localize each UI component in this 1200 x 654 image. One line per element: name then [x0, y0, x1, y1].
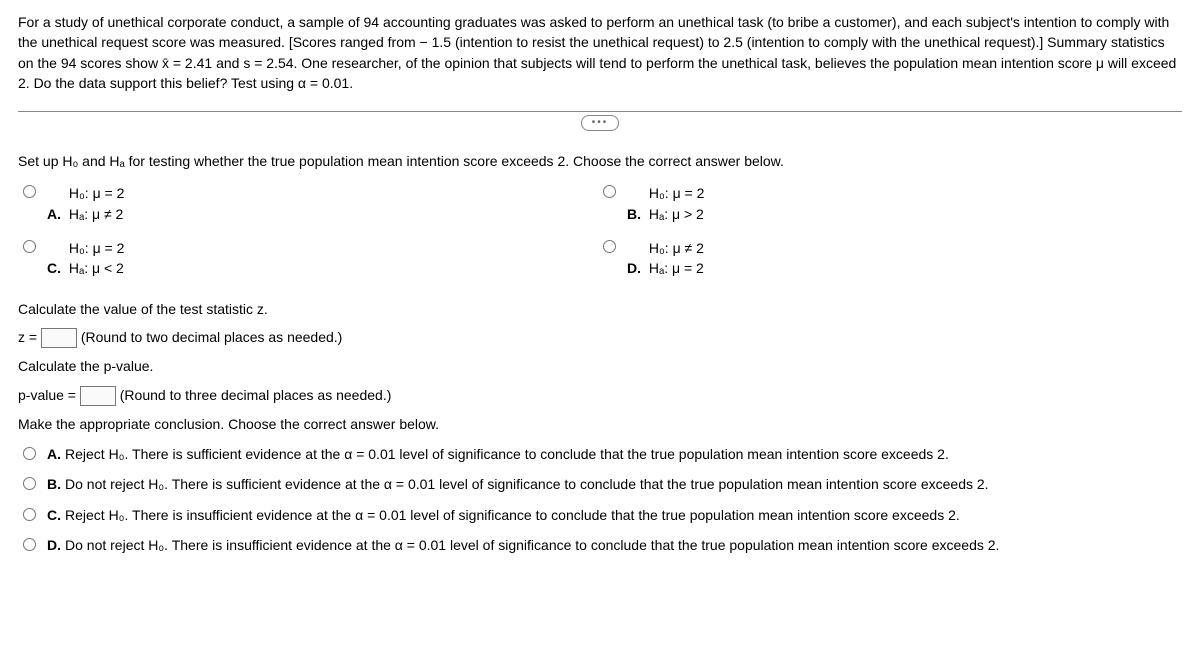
h0-text: H₀: μ = 2: [69, 183, 125, 203]
conclusion-text: Do not reject H₀. There is sufficient ev…: [65, 476, 989, 492]
z-prefix: z =: [18, 329, 37, 345]
hypothesis-choices: A. H₀: μ = 2 Hₐ: μ ≠ 2 B. H₀: μ = 2 Hₐ: …: [18, 183, 1118, 278]
setup-instruction: Set up H₀ and Hₐ for testing whether the…: [18, 151, 1182, 171]
conclusion-text: Do not reject H₀. There is insufficient …: [65, 537, 999, 553]
choice-b[interactable]: B. H₀: μ = 2 Hₐ: μ > 2: [598, 183, 1118, 224]
conclusion-b[interactable]: B.Do not reject H₀. There is sufficient …: [18, 474, 1182, 494]
p-label: Calculate the p-value.: [18, 356, 1182, 376]
p-hint: (Round to three decimal places as needed…: [120, 387, 392, 403]
ha-text: Hₐ: μ > 2: [649, 204, 705, 224]
choice-letter: B.: [47, 476, 61, 492]
radio-concl-b[interactable]: [23, 477, 36, 490]
divider: [18, 111, 1182, 112]
radio-d[interactable]: [603, 240, 616, 253]
z-input[interactable]: [41, 328, 77, 348]
h0-text: H₀: μ = 2: [69, 238, 125, 258]
choice-c[interactable]: C. H₀: μ = 2 Hₐ: μ < 2: [18, 238, 538, 279]
ha-text: Hₐ: μ ≠ 2: [69, 204, 125, 224]
z-label: Calculate the value of the test statisti…: [18, 299, 1182, 319]
radio-concl-c[interactable]: [23, 508, 36, 521]
ha-text: Hₐ: μ = 2: [649, 258, 704, 278]
conclusion-a[interactable]: A.Reject H₀. There is sufficient evidenc…: [18, 444, 1182, 464]
choice-letter: A.: [47, 206, 61, 222]
conclusion-text: Reject H₀. There is insufficient evidenc…: [65, 507, 960, 523]
ellipsis-icon[interactable]: •••: [581, 115, 620, 131]
choice-letter: B.: [627, 206, 641, 222]
p-prefix: p-value =: [18, 387, 76, 403]
problem-statement: For a study of unethical corporate condu…: [18, 12, 1182, 93]
choice-letter: C.: [47, 260, 61, 276]
radio-a[interactable]: [23, 185, 36, 198]
choice-letter: C.: [47, 507, 61, 523]
h0-text: H₀: μ = 2: [649, 183, 705, 203]
radio-concl-a[interactable]: [23, 447, 36, 460]
choice-letter: D.: [627, 260, 641, 276]
radio-c[interactable]: [23, 240, 36, 253]
z-hint: (Round to two decimal places as needed.): [81, 329, 342, 345]
conclusion-c[interactable]: C.Reject H₀. There is insufficient evide…: [18, 505, 1182, 525]
radio-concl-d[interactable]: [23, 538, 36, 551]
choice-letter: A.: [47, 446, 61, 462]
conclusion-text: Reject H₀. There is sufficient evidence …: [65, 446, 949, 462]
choice-letter: D.: [47, 537, 61, 553]
radio-b[interactable]: [603, 185, 616, 198]
conclusion-choices: A.Reject H₀. There is sufficient evidenc…: [18, 444, 1182, 555]
ha-text: Hₐ: μ < 2: [69, 258, 125, 278]
h0-text: H₀: μ ≠ 2: [649, 238, 704, 258]
conclusion-prompt: Make the appropriate conclusion. Choose …: [18, 414, 1182, 434]
p-input[interactable]: [80, 386, 116, 406]
choice-a[interactable]: A. H₀: μ = 2 Hₐ: μ ≠ 2: [18, 183, 538, 224]
conclusion-d[interactable]: D.Do not reject H₀. There is insufficien…: [18, 535, 1182, 555]
choice-d[interactable]: D. H₀: μ ≠ 2 Hₐ: μ = 2: [598, 238, 1118, 279]
